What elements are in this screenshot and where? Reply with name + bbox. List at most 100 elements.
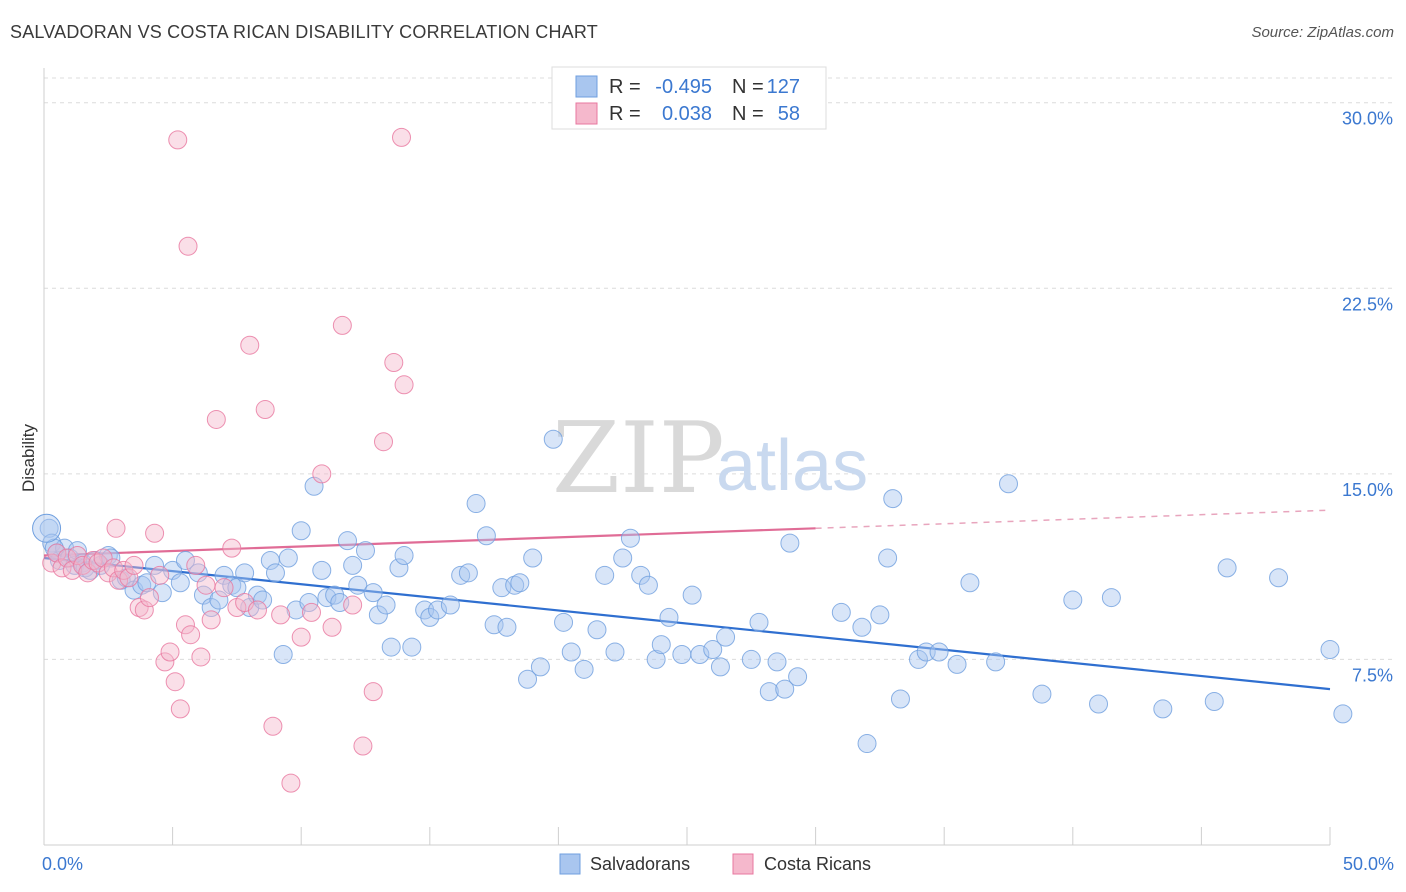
- point-costa-ricans: [139, 588, 159, 608]
- point-costa-ricans: [181, 625, 201, 645]
- point-salvadorans: [175, 550, 195, 570]
- point-salvadorans: [574, 659, 594, 679]
- trend-lines: [43, 509, 1331, 691]
- point-salvadorans: [1089, 694, 1109, 714]
- point-salvadorans: [497, 617, 517, 637]
- y-tick-label: 22.5%: [1342, 294, 1393, 314]
- point-salvadorans: [620, 528, 640, 548]
- point-costa-ricans: [255, 400, 275, 420]
- point-costa-ricans: [363, 682, 383, 702]
- point-salvadorans: [890, 689, 910, 709]
- data-points: [32, 127, 1353, 793]
- point-costa-ricans: [186, 555, 206, 575]
- point-costa-ricans: [62, 560, 82, 580]
- point-salvadorans: [749, 612, 769, 632]
- x-tick-label: 50.0%: [1343, 854, 1394, 874]
- point-costa-ricans: [178, 236, 198, 256]
- point-salvadorans: [530, 657, 550, 677]
- point-costa-ricans: [191, 647, 211, 667]
- point-costa-ricans: [67, 546, 87, 566]
- point-costa-ricans: [312, 464, 332, 484]
- point-salvadorans: [510, 573, 530, 593]
- point-salvadorans: [775, 679, 795, 699]
- point-costa-ricans: [374, 432, 394, 452]
- point-salvadorans: [646, 649, 666, 669]
- source-label: Source: ZipAtlas.com: [1251, 24, 1394, 41]
- legend-row-costa-ricans: R = 0.038 N = 58: [575, 102, 800, 125]
- point-salvadorans: [440, 595, 460, 615]
- point-salvadorans: [878, 548, 898, 568]
- y-tick-label: 7.5%: [1352, 665, 1393, 685]
- point-salvadorans: [1204, 691, 1224, 711]
- point-salvadorans: [363, 583, 383, 603]
- bottom-legend-label-costa-ricans: Costa Ricans: [764, 854, 871, 874]
- point-salvadorans: [44, 538, 64, 558]
- trend-line-salvadorans: [43, 556, 1331, 691]
- point-salvadorans: [780, 533, 800, 553]
- point-salvadorans: [759, 682, 779, 702]
- point-salvadorans: [466, 494, 486, 514]
- point-salvadorans: [356, 541, 375, 561]
- point-salvadorans: [710, 657, 730, 677]
- point-salvadorans: [659, 607, 679, 627]
- point-salvadorans: [389, 558, 409, 578]
- point-salvadorans: [767, 652, 787, 672]
- point-salvadorans: [348, 575, 368, 595]
- correlation-legend: R = -0.495 N = 127 R = 0.038 N = 58: [551, 66, 827, 130]
- point-salvadorans: [523, 548, 543, 568]
- point-salvadorans: [98, 546, 118, 566]
- trend-line-costa-ricans: [43, 527, 816, 557]
- point-salvadorans: [39, 518, 59, 538]
- point-costa-ricans: [392, 127, 412, 147]
- point-salvadorans: [1269, 568, 1289, 588]
- point-salvadorans: [631, 565, 651, 585]
- point-costa-ricans: [301, 602, 321, 622]
- point-costa-ricans: [196, 575, 216, 595]
- point-salvadorans: [67, 541, 87, 561]
- point-costa-ricans: [42, 553, 62, 573]
- point-salvadorans: [163, 560, 183, 580]
- point-costa-ricans: [222, 538, 242, 558]
- point-costa-ricans: [201, 610, 221, 630]
- point-costa-ricans: [160, 642, 180, 662]
- y-tick-label: 30.0%: [1342, 109, 1393, 129]
- point-salvadorans: [1320, 640, 1340, 660]
- bottom-legend-swatch-blue: [559, 853, 581, 875]
- point-salvadorans: [343, 555, 363, 575]
- point-costa-ricans: [394, 375, 414, 395]
- point-costa-ricans: [124, 555, 144, 575]
- legend-r-label: R =: [609, 103, 641, 125]
- legend-swatch-pink: [575, 102, 598, 125]
- point-costa-ricans: [214, 578, 234, 598]
- point-costa-ricans: [291, 627, 311, 647]
- watermark-zip: ZIP: [552, 402, 725, 516]
- point-salvadorans: [265, 563, 285, 583]
- legend-row-salvadorans: R = -0.495 N = 127: [575, 75, 800, 98]
- y-axis-label: Disability: [19, 423, 38, 492]
- legend-swatch-blue: [575, 75, 598, 98]
- point-costa-ricans: [93, 548, 113, 568]
- legend-n-label: N =: [732, 103, 764, 125]
- point-salvadorans: [518, 669, 538, 689]
- point-costa-ricans: [134, 600, 154, 620]
- point-salvadorans: [505, 575, 525, 595]
- point-salvadorans: [428, 600, 448, 620]
- point-salvadorans: [613, 548, 633, 568]
- point-salvadorans: [381, 637, 401, 657]
- point-salvadorans: [561, 642, 581, 662]
- point-costa-ricans: [155, 652, 175, 672]
- point-salvadorans: [1101, 588, 1121, 608]
- y-tick-label: 15.0%: [1342, 480, 1393, 500]
- point-salvadorans: [32, 513, 62, 543]
- point-salvadorans: [235, 563, 255, 583]
- point-costa-ricans: [281, 773, 301, 793]
- point-costa-ricans: [78, 563, 98, 583]
- point-costa-ricans: [119, 568, 139, 588]
- point-costa-ricans: [247, 600, 267, 620]
- point-salvadorans: [317, 588, 337, 608]
- axes: 0.0% 50.0%: [42, 68, 1394, 874]
- point-costa-ricans: [322, 617, 342, 637]
- point-salvadorans: [703, 640, 723, 660]
- legend-n-label: N =: [732, 76, 764, 98]
- chart-title: SALVADORAN VS COSTA RICAN DISABILITY COR…: [10, 22, 598, 42]
